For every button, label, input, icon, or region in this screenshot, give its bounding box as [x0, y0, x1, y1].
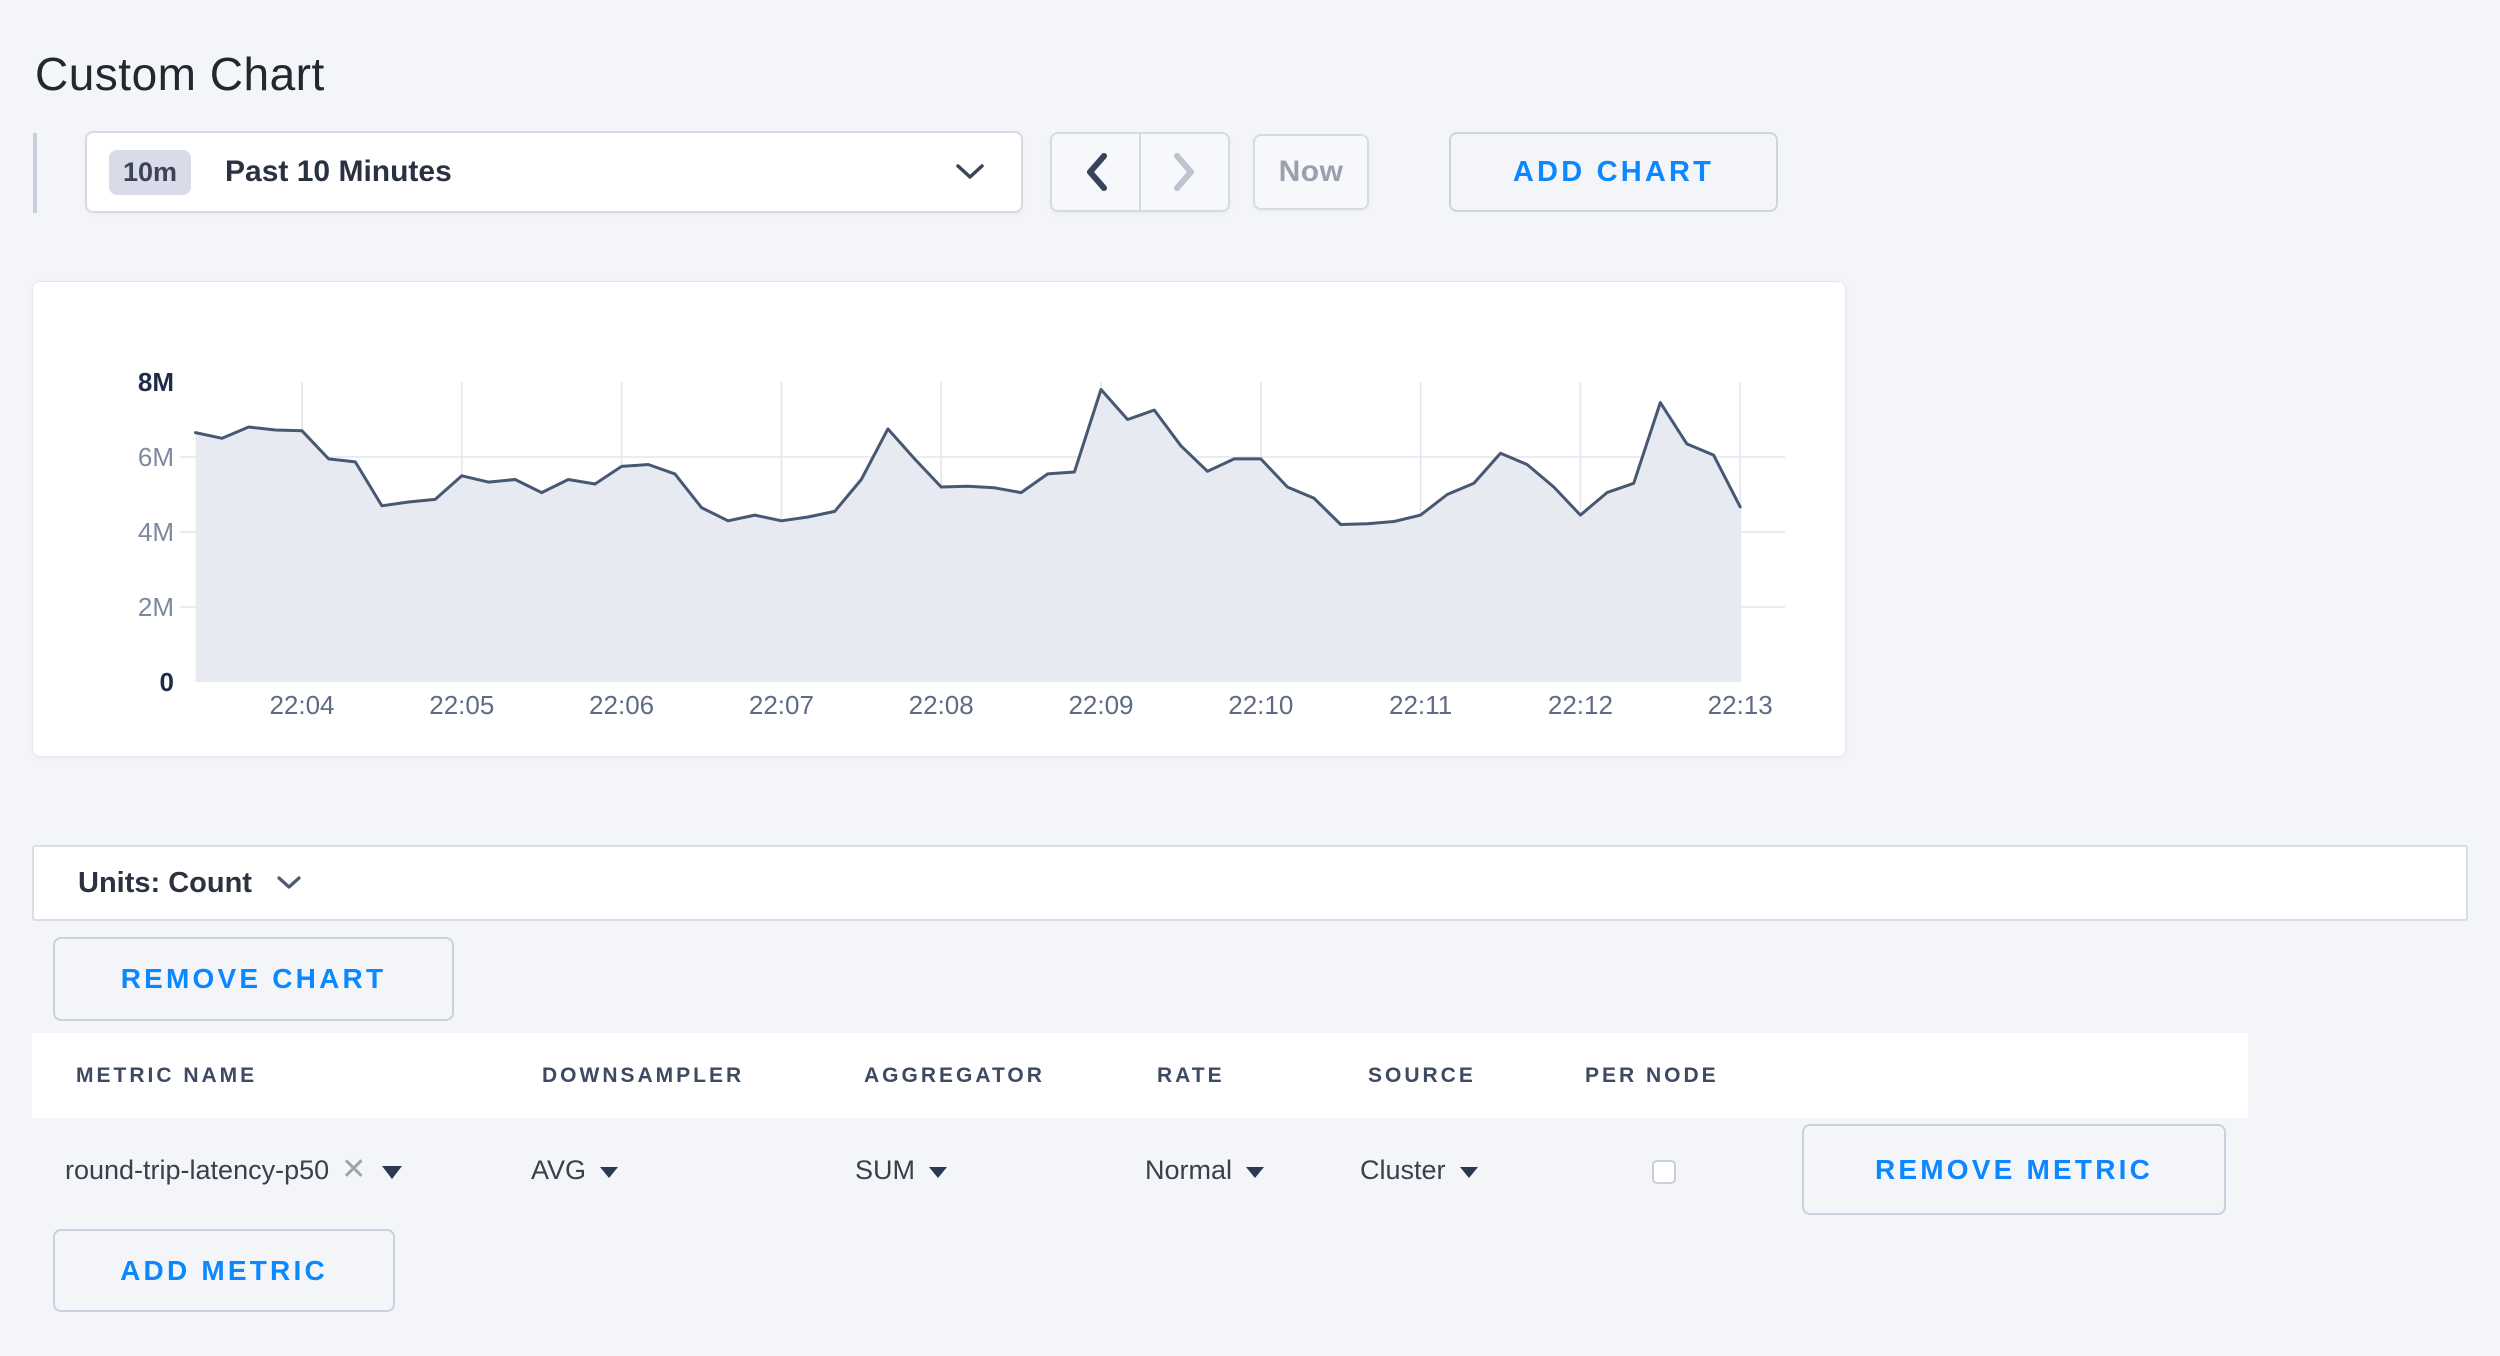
- dropdown-caret-icon: [929, 1166, 947, 1178]
- svg-text:22:08: 22:08: [909, 690, 974, 720]
- add-chart-button[interactable]: ADD CHART: [1449, 132, 1778, 212]
- chart-card: 22:04 22:05 22:06 22:07 22:08 22:09 22:10 22:11…: [32, 281, 1846, 757]
- svg-text:22:04: 22:04: [269, 690, 334, 720]
- column-header-source: SOURCE: [1368, 1063, 1476, 1087]
- chevron-down-icon: [276, 875, 302, 891]
- source-select[interactable]: Cluster: [1360, 1125, 1478, 1215]
- time-range-label: Past 10 Minutes: [225, 155, 452, 188]
- rate-value: Normal: [1145, 1154, 1233, 1185]
- aggregator-value: SUM: [855, 1154, 915, 1185]
- time-range-badge: 10m: [109, 149, 192, 195]
- dropdown-caret-icon: [1246, 1166, 1265, 1178]
- chevron-down-icon: [955, 163, 985, 181]
- column-header-metric-name: METRIC NAME: [76, 1063, 258, 1087]
- dropdown-caret-icon: [1459, 1166, 1478, 1178]
- downsampler-value: AVG: [531, 1154, 587, 1185]
- now-button[interactable]: Now: [1253, 134, 1369, 210]
- svg-text:4M: 4M: [138, 517, 174, 547]
- column-header-aggregator: AGGREGATOR: [864, 1063, 1045, 1087]
- dropdown-caret-icon: [600, 1166, 619, 1178]
- add-metric-button[interactable]: ADD METRIC: [53, 1229, 395, 1312]
- svg-text:8M: 8M: [138, 367, 174, 397]
- svg-text:22:09: 22:09: [1068, 690, 1133, 720]
- svg-text:22:06: 22:06: [589, 690, 654, 720]
- rate-select[interactable]: Normal: [1145, 1125, 1265, 1215]
- aggregator-select[interactable]: SUM: [855, 1125, 947, 1215]
- remove-metric-button[interactable]: REMOVE METRIC: [1802, 1124, 2226, 1215]
- column-header-downsampler: DOWNSAMPLER: [542, 1063, 745, 1087]
- remove-chart-button[interactable]: REMOVE CHART: [53, 937, 454, 1021]
- toolbar-accent-divider: [33, 133, 37, 213]
- units-label: Units: Count: [78, 866, 252, 899]
- svg-text:22:11: 22:11: [1389, 690, 1452, 720]
- chevron-left-icon: [1082, 149, 1110, 195]
- downsampler-select[interactable]: AVG: [531, 1125, 619, 1215]
- clear-metric-icon[interactable]: ✕: [341, 1153, 367, 1186]
- source-value: Cluster: [1360, 1154, 1446, 1185]
- svg-text:2M: 2M: [138, 592, 174, 622]
- svg-text:0: 0: [160, 667, 174, 697]
- time-range-select[interactable]: 10m Past 10 Minutes: [85, 131, 1023, 213]
- chevron-right-icon: [1171, 149, 1199, 195]
- per-node-checkbox[interactable]: [1652, 1160, 1676, 1184]
- chart-plot[interactable]: 22:04 22:05 22:06 22:07 22:08 22:09 22:10 22:11…: [33, 282, 1847, 758]
- metric-row: round-trip-latency-p50 ✕ AVG SUM Normal …: [0, 1125, 2500, 1215]
- svg-text:22:10: 22:10: [1228, 690, 1293, 720]
- svg-text:22:07: 22:07: [749, 690, 814, 720]
- next-time-button[interactable]: [1141, 134, 1228, 210]
- column-header-per-node: PER NODE: [1585, 1063, 1719, 1087]
- dropdown-caret-icon: [382, 1165, 403, 1179]
- metric-name-select[interactable]: round-trip-latency-p50 ✕: [65, 1125, 403, 1215]
- metrics-table-header: METRIC NAME DOWNSAMPLER AGGREGATOR RATE …: [32, 1033, 2248, 1118]
- page-title: Custom Chart: [35, 47, 325, 100]
- time-nav-group: [1050, 132, 1230, 212]
- prev-time-button[interactable]: [1052, 134, 1141, 210]
- metric-name-value: round-trip-latency-p50: [65, 1154, 330, 1185]
- svg-text:6M: 6M: [138, 442, 174, 472]
- units-select[interactable]: Units: Count: [32, 845, 2468, 921]
- svg-text:22:12: 22:12: [1548, 690, 1613, 720]
- svg-text:22:13: 22:13: [1708, 690, 1773, 720]
- column-header-rate: RATE: [1157, 1063, 1225, 1087]
- svg-text:22:05: 22:05: [429, 690, 494, 720]
